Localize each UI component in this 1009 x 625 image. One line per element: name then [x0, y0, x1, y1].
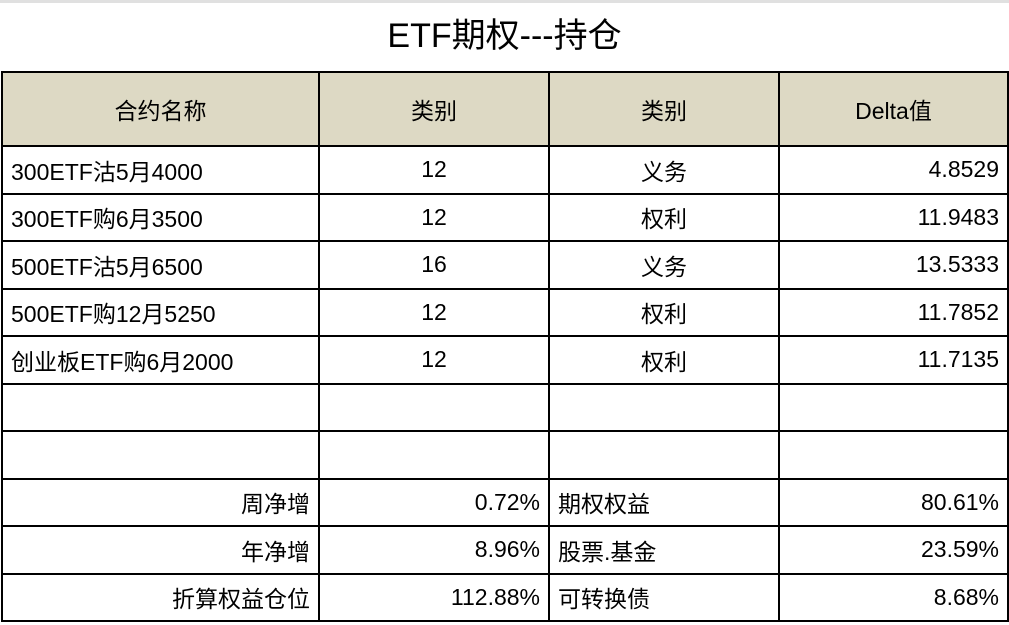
cell-contract-name: 创业板ETF购6月2000	[1, 335, 320, 385]
header-contract-name: 合约名称	[1, 71, 320, 147]
cell-contract-name: 300ETF购6月3500	[1, 192, 320, 242]
cell-contract-name: 300ETF沽5月4000	[1, 145, 320, 195]
table-row: 500ETF沽5月6500 16 义务 13.5333	[1, 240, 1009, 290]
summary-label-year-net: 年净增	[1, 525, 320, 575]
empty-cell	[318, 382, 550, 432]
summary-value-convertible-bond: 8.68%	[778, 572, 1009, 622]
empty-cell	[778, 430, 1009, 480]
empty-cell	[778, 382, 1009, 432]
cell-obligation: 义务	[548, 240, 780, 290]
header-row: 合约名称 类别 类别 Delta值	[1, 71, 1009, 147]
cell-contract-name: 500ETF购12月5250	[1, 287, 320, 337]
cell-quantity: 16	[318, 240, 550, 290]
empty-row	[1, 382, 1009, 432]
table-row: 创业板ETF购6月2000 12 权利 11.7135	[1, 335, 1009, 385]
summary-label-stock-fund: 股票.基金	[548, 525, 780, 575]
summary-label-week-net: 周净增	[1, 477, 320, 527]
summary-value-option-equity: 80.61%	[778, 477, 1009, 527]
empty-cell	[1, 382, 320, 432]
holdings-table: 合约名称 类别 类别 Delta值 300ETF沽5月4000 12 义务 4.…	[1, 71, 1009, 622]
cell-obligation: 义务	[548, 145, 780, 195]
page-title: ETF期权---持仓	[387, 17, 622, 55]
empty-cell	[1, 430, 320, 480]
table-row: 300ETF沽5月4000 12 义务 4.8529	[1, 145, 1009, 195]
summary-value-week-net: 0.72%	[318, 477, 550, 527]
summary-value-converted-position: 112.88%	[318, 572, 550, 622]
table-row: 300ETF购6月3500 12 权利 11.9483	[1, 192, 1009, 242]
header-category-2: 类别	[548, 71, 780, 147]
summary-row: 周净增 0.72% 期权权益 80.61%	[1, 477, 1009, 527]
summary-label-converted-position: 折算权益仓位	[1, 572, 320, 622]
cell-delta: 11.7852	[778, 287, 1009, 337]
cell-obligation: 权利	[548, 287, 780, 337]
cell-delta: 13.5333	[778, 240, 1009, 290]
cell-obligation: 权利	[548, 335, 780, 385]
table-body: 300ETF沽5月4000 12 义务 4.8529 300ETF购6月3500…	[1, 145, 1009, 622]
table-row: 500ETF购12月5250 12 权利 11.7852	[1, 287, 1009, 337]
header-delta: Delta值	[778, 71, 1009, 147]
cell-delta: 11.9483	[778, 192, 1009, 242]
cell-contract-name: 500ETF沽5月6500	[1, 240, 320, 290]
empty-cell	[548, 382, 780, 432]
cell-quantity: 12	[318, 145, 550, 195]
summary-label-option-equity: 期权权益	[548, 477, 780, 527]
table-header: 合约名称 类别 类别 Delta值	[1, 71, 1009, 147]
empty-cell	[318, 430, 550, 480]
summary-value-year-net: 8.96%	[318, 525, 550, 575]
summary-label-convertible-bond: 可转换债	[548, 572, 780, 622]
cell-quantity: 12	[318, 287, 550, 337]
header-category-1: 类别	[318, 71, 550, 147]
cell-quantity: 12	[318, 192, 550, 242]
summary-row: 折算权益仓位 112.88% 可转换债 8.68%	[1, 572, 1009, 622]
summary-value-stock-fund: 23.59%	[778, 525, 1009, 575]
cell-delta: 11.7135	[778, 335, 1009, 385]
cell-obligation: 权利	[548, 192, 780, 242]
empty-cell	[548, 430, 780, 480]
summary-row: 年净增 8.96% 股票.基金 23.59%	[1, 525, 1009, 575]
window-edge-strip	[0, 0, 1009, 3]
cell-delta: 4.8529	[778, 145, 1009, 195]
cell-quantity: 12	[318, 335, 550, 385]
empty-row	[1, 430, 1009, 480]
